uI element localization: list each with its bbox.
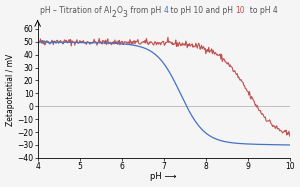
Text: O: O bbox=[117, 6, 123, 15]
Y-axis label: Zetapotential / mV: Zetapotential / mV bbox=[6, 54, 15, 126]
Text: 3: 3 bbox=[123, 10, 128, 19]
X-axis label: pH ⟶: pH ⟶ bbox=[150, 172, 177, 181]
Text: pH – Titration of Al: pH – Titration of Al bbox=[40, 6, 112, 15]
Text: to pH 10 and pH: to pH 10 and pH bbox=[168, 6, 236, 15]
Text: 2: 2 bbox=[112, 10, 117, 19]
Text: to pH 4: to pH 4 bbox=[245, 6, 278, 15]
Text: from pH: from pH bbox=[128, 6, 163, 15]
Text: 4: 4 bbox=[163, 6, 168, 15]
Text: 10: 10 bbox=[236, 6, 245, 15]
